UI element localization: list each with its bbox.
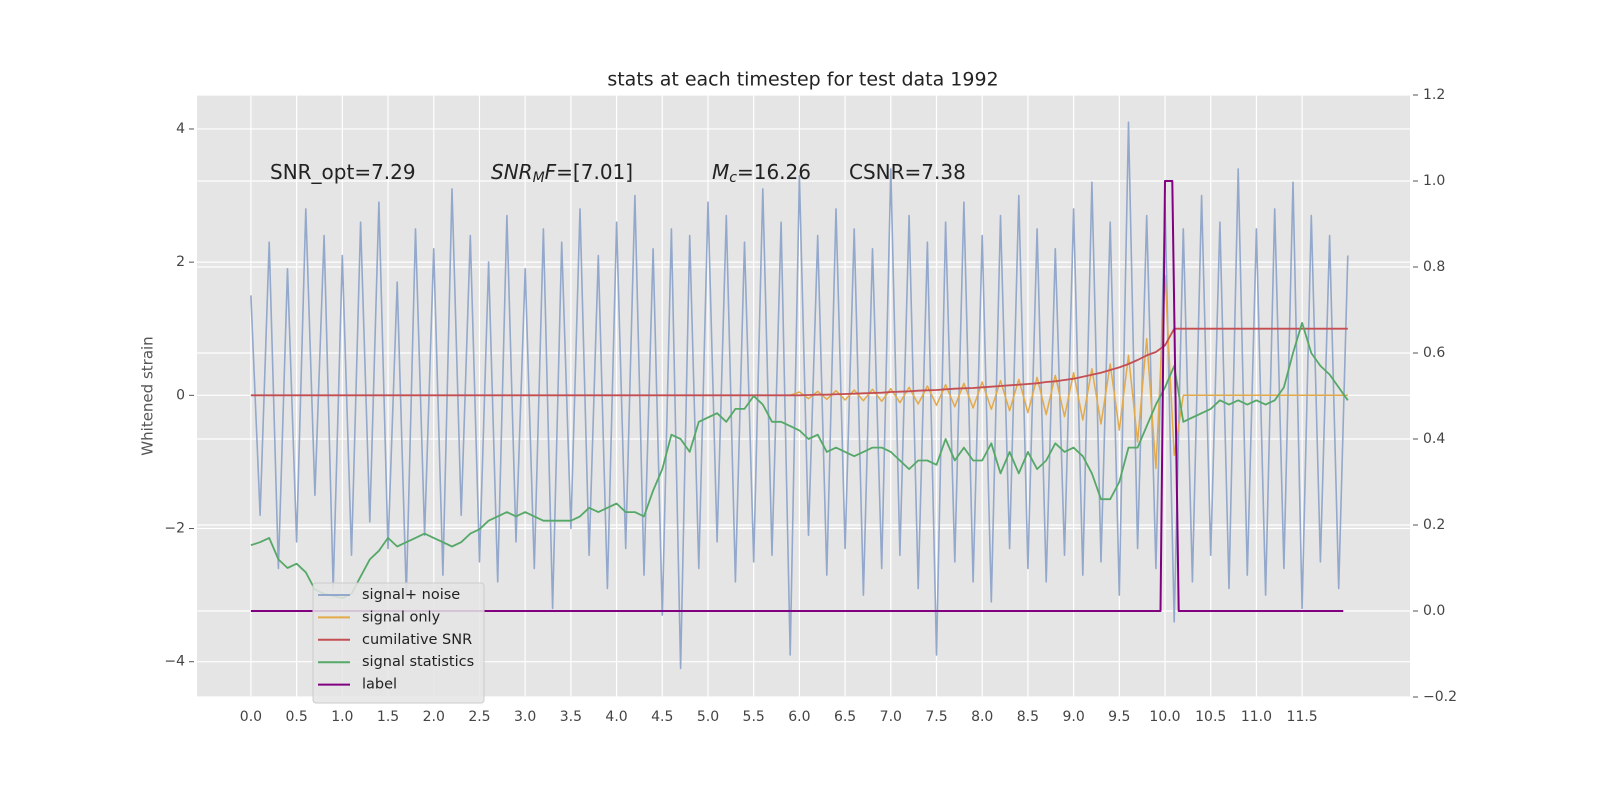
x-tick-label: 7.5 [925,709,947,725]
legend-label: signal only [362,609,441,625]
y2-tick-label: 0.0 [1423,603,1445,619]
y-axis-label: Whitened strain [139,336,157,455]
x-tick-label: 4.5 [651,709,673,725]
marks [250,121,1349,670]
annotation-part: F [545,160,557,184]
legend-label: cumilative SNR [362,632,472,648]
annotation-part: M [712,160,729,184]
x-tick-label: 5.0 [697,709,719,725]
annotation: SNR_opt=7.29 [270,160,416,184]
legend-label: signal statistics [362,654,474,670]
y2-tick-label: 0.2 [1423,517,1445,533]
x-tick-label: 1.5 [377,709,399,725]
series-line [250,322,1349,599]
x-tick-label: 8.0 [971,709,993,725]
x-tick-label: 11.5 [1287,709,1318,725]
annotations: SNR_opt=7.29 SNRMF=[7.01] Mc=16.26 CSNR=7.3… [270,160,966,187]
y-tick-label: 0 [176,387,185,403]
annotation-part: =16.26 [737,160,811,184]
annotation-part: M [533,170,545,186]
x-tick-label: 7.0 [880,709,902,725]
legend-label: signal+ noise [362,587,460,603]
annotation-part: SNR_opt=7.29 [270,160,416,184]
y-tick-label: −2 [164,521,185,537]
x-tick-label: 2.5 [468,709,490,725]
x-tick-label: 3.5 [560,709,582,725]
x-tick-label: 4.0 [605,709,627,725]
y2-tick-label: 1.0 [1423,173,1445,189]
chart-title: stats at each timestep for test data 199… [607,69,998,91]
annotation: CSNR=7.38 [849,160,966,184]
annotation: SNRMF=[7.01] [491,160,633,187]
y-tick-label: 4 [176,121,185,137]
x-tick-label: 10.5 [1195,709,1226,725]
x-tick-label: 9.0 [1062,709,1084,725]
y2-tick-label: 0.4 [1423,431,1445,447]
x-tick-label: 6.5 [834,709,856,725]
x-tick-label: 2.0 [423,709,445,725]
x-tick-label: 0.0 [240,709,262,725]
y2-tick-label: 1.2 [1423,87,1445,103]
annotation-part: CSNR=7.38 [849,160,966,184]
annotation-part: c [729,170,737,186]
y2-tick-label: −0.2 [1423,689,1457,705]
annotation: Mc=16.26 [712,160,811,187]
legend: signal+ noise signal only cumilative SNR si… [312,582,485,704]
x-tick-label: 0.5 [286,709,308,725]
annotation-part: SNR [491,160,533,184]
y2-tick-label: 0.8 [1423,259,1445,275]
y2-tick-label: 0.6 [1423,345,1445,361]
x-tick-label: 1.0 [331,709,353,725]
y-tick-label: 2 [176,254,185,270]
series-line [250,180,1344,612]
x-tick-label: 3.0 [514,709,536,725]
y-tick-label: −4 [164,654,185,670]
x-tick-label: 6.0 [788,709,810,725]
x-tick-label: 9.5 [1108,709,1130,725]
annotation-part: =[7.01] [556,160,633,184]
series-line [250,327,1348,397]
x-tick-label: 5.5 [743,709,765,725]
x-tick-label: 10.0 [1149,709,1180,725]
x-tick-label: 8.5 [1017,709,1039,725]
legend-box [312,582,485,704]
axes: 0.0 0.5 1.0 1.5 2.0 2.5 3.0 3.5 4.0 4.5 5.0 5.5 6.0 6… [164,87,1457,725]
x-tick-label: 11.0 [1241,709,1272,725]
legend-label: label [362,677,397,693]
